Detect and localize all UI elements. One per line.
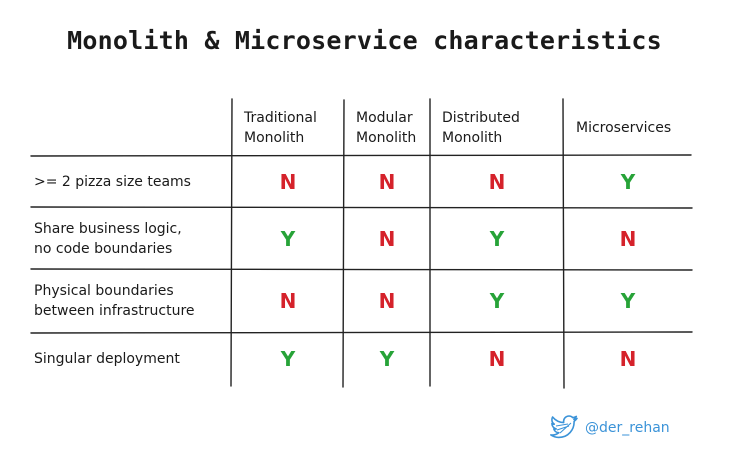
page-title: Monolith & Microservice characteristics (67, 26, 662, 55)
row-label-1: >= 2 pizza size teams (34, 173, 191, 190)
twitter-bird-icon (550, 415, 578, 439)
table-cell: Y (489, 289, 505, 313)
row-label-4: Singular deployment (34, 351, 180, 367)
table-cell: Y (280, 347, 296, 371)
column-header-1: Traditional Monolith (244, 109, 317, 146)
column-header-2: Modular Monolith (356, 109, 417, 146)
table-cell: Y (620, 289, 636, 313)
col-rule-2 (342, 99, 345, 388)
table-cell: N (378, 289, 396, 313)
table-cell: N (279, 169, 297, 194)
table-cell: Y (489, 226, 505, 251)
twitter-handle: @der_rehan (549, 413, 670, 443)
row-rule-1 (30, 206, 693, 209)
row-rule-3 (30, 331, 693, 334)
table-cell: N (619, 347, 637, 371)
column-header-4: Microservices (576, 119, 672, 136)
table-cell: Y (620, 169, 636, 194)
table-cell: N (378, 169, 396, 194)
row-rule-2 (30, 268, 693, 271)
header-rule (30, 154, 692, 157)
table-cell: N (378, 226, 396, 251)
column-header-3: Distributed Monolith (442, 109, 520, 146)
table-cell: N (488, 347, 506, 371)
table-cell: N (619, 226, 637, 251)
table-cell: N (279, 289, 297, 313)
row-label-3: Physical boundaries between infrastructur… (34, 283, 195, 319)
table-cell: N (488, 169, 506, 194)
table-cell: Y (280, 226, 296, 251)
handle-text: @der_rehan (585, 420, 670, 436)
table-cell: Y (379, 347, 395, 371)
col-rule-4 (562, 98, 565, 389)
col-rule-1 (230, 98, 233, 387)
row-label-2: Share business logic, no code boundaries (34, 220, 182, 257)
